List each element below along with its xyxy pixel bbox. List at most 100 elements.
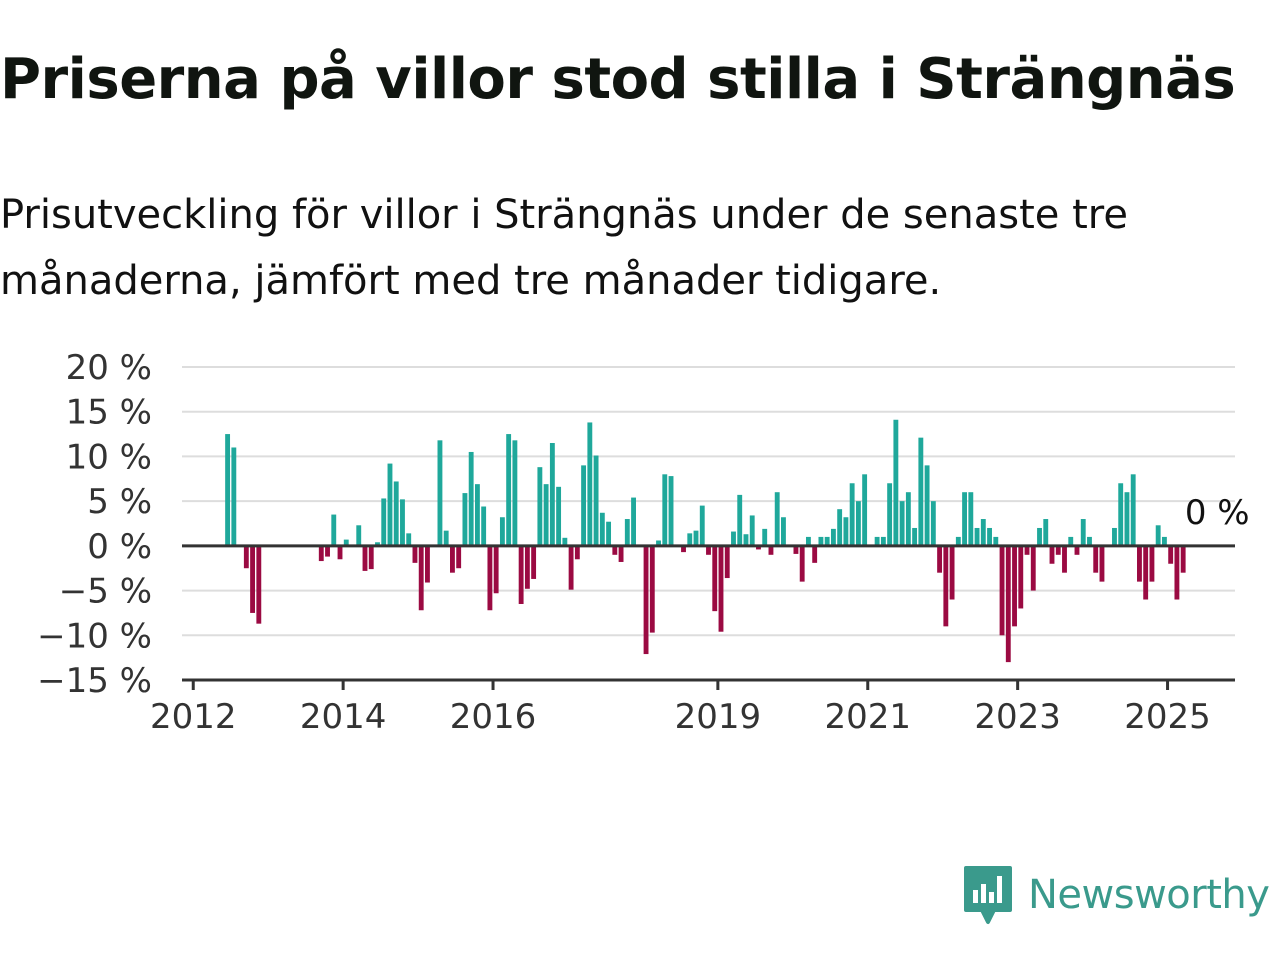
bar — [368, 545, 374, 570]
bar — [687, 533, 693, 546]
bar — [737, 494, 743, 546]
bar — [643, 545, 649, 655]
bar — [968, 492, 974, 546]
gridlines — [182, 366, 1235, 637]
bar — [518, 545, 524, 604]
newsworthy-logo-icon — [964, 866, 1012, 924]
bar — [662, 474, 668, 546]
bar — [1180, 545, 1186, 573]
bar — [893, 419, 899, 546]
bar — [512, 440, 518, 546]
bar — [506, 434, 512, 546]
bar — [443, 530, 449, 546]
bar — [1049, 545, 1055, 564]
bar — [1093, 545, 1099, 573]
bar — [1112, 527, 1117, 546]
bar — [325, 545, 330, 557]
bar — [699, 505, 705, 546]
bar — [849, 483, 855, 546]
bar — [943, 545, 949, 627]
bar — [493, 545, 499, 594]
bar — [887, 483, 893, 546]
bar — [499, 517, 505, 546]
bar — [425, 545, 430, 583]
bar — [999, 545, 1005, 636]
bar — [250, 545, 256, 613]
bar — [375, 542, 380, 546]
bar — [606, 521, 612, 546]
bar — [356, 525, 362, 546]
bar — [1087, 536, 1092, 546]
bar — [768, 545, 774, 555]
bar — [905, 492, 911, 546]
bar — [1080, 519, 1086, 546]
bar — [624, 519, 630, 546]
bar — [1024, 545, 1030, 555]
x-tick-label: 2023 — [974, 697, 1061, 737]
bar — [462, 493, 468, 546]
y-tick-label: 10 % — [66, 437, 152, 477]
bar — [749, 515, 755, 546]
bar — [837, 509, 843, 546]
bar — [718, 545, 724, 632]
bar — [437, 440, 443, 546]
bar — [962, 492, 967, 546]
bar — [812, 545, 818, 563]
bar — [631, 497, 636, 546]
bar — [1005, 545, 1011, 663]
bar — [381, 498, 387, 546]
bar — [1037, 527, 1042, 546]
bars — [225, 419, 1186, 663]
newsworthy-brand: Newsworthy — [962, 862, 1270, 928]
bar — [343, 539, 349, 546]
bar — [1030, 545, 1036, 591]
x-tick-label: 2019 — [675, 697, 762, 737]
bar — [862, 474, 868, 546]
x-tick-label: 2021 — [824, 697, 911, 737]
bar — [406, 533, 412, 546]
bar — [912, 527, 918, 546]
bar — [681, 545, 686, 553]
axes — [182, 544, 1235, 682]
bar — [993, 536, 999, 546]
bar — [987, 527, 992, 546]
bar — [731, 531, 736, 546]
bar — [830, 528, 836, 546]
bar — [1062, 545, 1067, 573]
bar — [855, 501, 861, 546]
bar — [393, 481, 399, 546]
bar — [456, 545, 462, 569]
y-tick-label: 15 % — [66, 393, 152, 433]
y-tick-label: −15 % — [37, 661, 152, 701]
bar — [412, 545, 418, 563]
x-tick-label: 2012 — [150, 697, 237, 737]
bar — [1155, 525, 1161, 546]
bar — [712, 545, 718, 612]
bar — [1018, 545, 1024, 609]
bar — [899, 501, 905, 546]
bar — [1043, 519, 1049, 546]
x-tick-label: 2016 — [450, 697, 537, 737]
bar — [543, 484, 549, 546]
bar — [587, 422, 593, 546]
y-axis-labels: 20 % 15 %10 % 5 % 0 % −5 %−10 % −15 % — [37, 348, 152, 701]
bar — [1012, 545, 1017, 627]
bar — [756, 545, 761, 550]
bar — [924, 465, 930, 546]
bar — [781, 517, 786, 546]
bar — [487, 545, 493, 611]
last-value-label: 0 % — [1185, 493, 1250, 533]
y-tick-label: −10 % — [37, 616, 152, 656]
bar — [331, 514, 337, 546]
bar — [599, 512, 605, 546]
bar — [574, 545, 580, 560]
bar — [1130, 474, 1136, 546]
brand-name: Newsworthy — [1028, 872, 1270, 918]
bar — [974, 527, 980, 546]
bar — [880, 536, 886, 546]
bar — [1124, 492, 1130, 546]
bar — [824, 536, 830, 546]
bar — [243, 545, 249, 569]
bar — [256, 545, 262, 624]
bar — [1149, 545, 1155, 582]
